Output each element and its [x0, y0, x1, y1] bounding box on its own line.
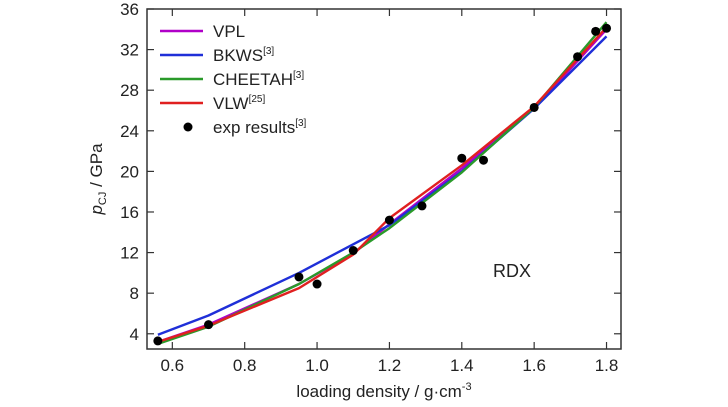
- x-tick-label: 1.8: [595, 356, 619, 375]
- legend-label-cheetah: CHEETAH[3]: [213, 70, 304, 89]
- y-axis-title-main: p: [87, 205, 106, 215]
- y-tick-label: 24: [120, 122, 139, 141]
- y-tick-label: 20: [120, 162, 139, 181]
- exp-data-point: [294, 272, 304, 282]
- legend-label-vlw: VLW[25]: [213, 94, 265, 113]
- legend-label-sup: [3]: [295, 118, 306, 129]
- legend-label-text: CHEETAH: [213, 70, 293, 89]
- legend-label-text: BKWS: [213, 46, 263, 65]
- y-axis-title: pCJ / GPa: [87, 143, 109, 216]
- legend-label-text: VLW: [213, 94, 249, 113]
- x-tick-label: 1.2: [378, 356, 402, 375]
- legend-label-text: VPL: [213, 22, 245, 41]
- exp-data-point: [457, 153, 467, 163]
- legend-label-sup: [3]: [263, 46, 274, 57]
- legend-label-vpl: VPL: [213, 22, 245, 41]
- plot-frame: [146, 8, 622, 350]
- exp-data-point: [417, 201, 427, 211]
- y-tick-label: 32: [120, 41, 139, 60]
- x-tick-label: 1.4: [450, 356, 474, 375]
- y-axis-title-rest: / GPa: [87, 143, 106, 192]
- axis-ticks: 0.6 0.8 1.0 1.2 1.4 1.6 1.8 4 8 12 16 20 24 28 32 36: [120, 0, 621, 375]
- exp-data-point: [602, 23, 612, 33]
- y-tick-label: 16: [120, 203, 139, 222]
- legend-marker-exp-results: [183, 122, 193, 132]
- exp-data-point: [573, 52, 583, 62]
- annotation-label: RDX: [493, 261, 531, 281]
- exp-data-point: [591, 26, 601, 36]
- x-tick-label: 0.8: [233, 356, 257, 375]
- exp-data-point: [348, 246, 358, 256]
- exp-data-point: [529, 102, 539, 112]
- y-tick-label: 12: [120, 244, 139, 263]
- legend-label-sup: [25]: [249, 94, 266, 105]
- exp-data-point: [384, 215, 394, 225]
- series-points: [153, 23, 612, 346]
- y-tick-label: 4: [130, 325, 139, 344]
- legend-label-text: exp results: [213, 118, 295, 137]
- legend-label-sup: [3]: [293, 70, 304, 81]
- y-tick-label: 36: [120, 0, 139, 19]
- y-tick-label: 28: [120, 81, 139, 100]
- x-axis-title: loading density / g·cm-3: [296, 381, 471, 401]
- legend-label-exp-results: exp results[3]: [213, 118, 307, 137]
- series-line-vlw: [157, 26, 608, 344]
- x-tick-label: 1.6: [522, 356, 546, 375]
- y-axis-title-sub: CJ: [97, 192, 109, 205]
- x-tick-label: 0.6: [161, 356, 185, 375]
- legend-label-bkws: BKWS[3]: [213, 46, 274, 65]
- exp-data-point: [204, 320, 214, 330]
- x-axis-title-sup: -3: [462, 381, 472, 393]
- exp-data-point: [479, 155, 489, 165]
- x-tick-label: 1.0: [305, 356, 329, 375]
- x-axis-title-main: loading density / g·cm: [296, 382, 461, 401]
- y-tick-label: 8: [130, 284, 139, 303]
- exp-data-point: [312, 279, 322, 289]
- exp-data-point: [153, 336, 163, 346]
